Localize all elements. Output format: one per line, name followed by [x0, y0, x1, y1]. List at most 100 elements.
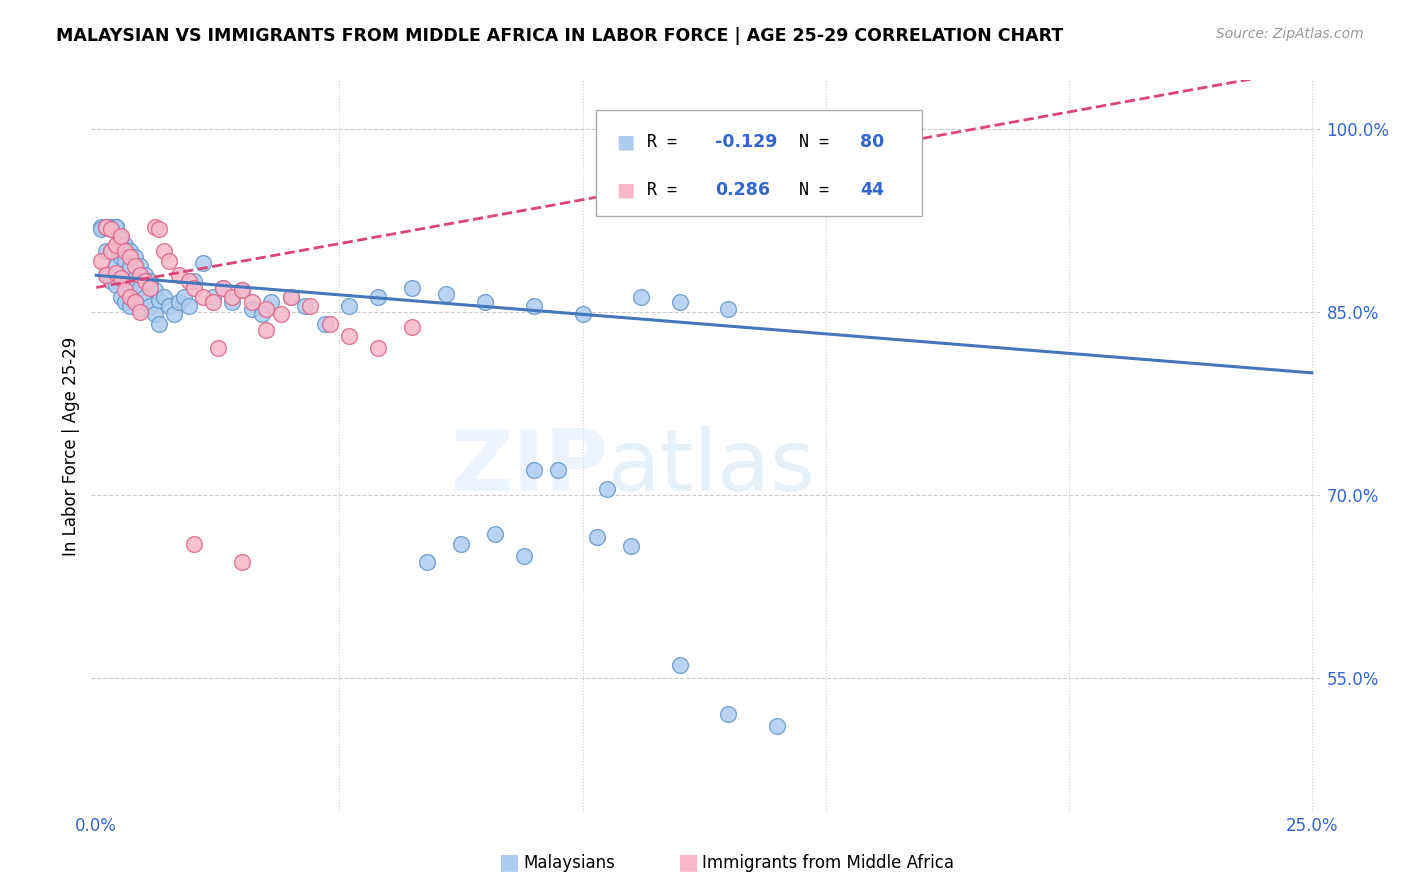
Point: [314, 317, 336, 331]
Point: [367, 342, 389, 356]
Point: [104, 278, 127, 293]
Text: N =: N =: [799, 134, 839, 152]
Point: [139, 275, 162, 289]
Point: [104, 266, 127, 280]
Point: [163, 307, 186, 321]
Point: [129, 302, 152, 317]
Text: N =: N =: [799, 181, 839, 199]
Point: [114, 275, 136, 289]
Point: [260, 295, 283, 310]
Point: [100, 275, 122, 289]
Point: [104, 238, 127, 252]
Point: [124, 259, 146, 273]
Point: [104, 259, 127, 273]
Point: [94, 219, 117, 234]
Point: [110, 232, 132, 246]
Point: [231, 283, 253, 297]
Point: [110, 270, 132, 285]
Point: [124, 270, 146, 285]
Text: 80: 80: [860, 134, 884, 152]
Point: [571, 307, 593, 321]
Point: [153, 244, 176, 258]
Point: [114, 295, 136, 310]
Point: [337, 329, 360, 343]
Text: ■: ■: [617, 133, 636, 152]
Point: [221, 290, 243, 304]
Point: [270, 307, 292, 321]
Point: [474, 295, 496, 310]
Point: [630, 290, 652, 304]
Point: [94, 244, 117, 258]
Point: [129, 280, 152, 294]
Point: [177, 275, 200, 289]
Point: [484, 526, 506, 541]
Point: [211, 280, 233, 294]
Point: [280, 290, 302, 304]
Point: [207, 342, 229, 356]
Point: [183, 536, 205, 550]
Point: [120, 290, 142, 304]
Point: [114, 283, 136, 297]
Text: Source: ZipAtlas.com: Source: ZipAtlas.com: [1216, 27, 1364, 41]
Point: [211, 280, 233, 294]
Point: [416, 555, 439, 569]
Point: [104, 219, 127, 234]
Point: [134, 275, 156, 289]
Point: [94, 219, 117, 234]
Point: [110, 270, 132, 285]
Point: [250, 307, 273, 321]
Point: [114, 244, 136, 258]
Point: [148, 293, 170, 307]
Point: [114, 253, 136, 268]
Point: [668, 295, 690, 310]
Text: R =: R =: [647, 181, 688, 199]
Point: [201, 290, 224, 304]
Point: [139, 280, 162, 294]
Point: [193, 290, 215, 304]
Point: [173, 290, 195, 304]
Point: [90, 253, 112, 268]
Point: [167, 268, 190, 283]
Point: [193, 256, 215, 270]
Point: [231, 283, 253, 297]
Point: [143, 307, 166, 321]
Point: [100, 219, 122, 234]
Text: 0.286: 0.286: [716, 181, 770, 199]
Point: [256, 302, 278, 317]
Point: [129, 268, 152, 283]
Point: [240, 295, 263, 310]
Point: [240, 302, 263, 317]
Point: [94, 268, 117, 283]
Point: [167, 295, 190, 310]
Point: [401, 280, 423, 294]
Point: [100, 222, 122, 236]
Text: atlas: atlas: [607, 426, 815, 509]
Point: [183, 280, 205, 294]
Point: [766, 719, 789, 733]
Point: [120, 299, 142, 313]
Point: [280, 290, 302, 304]
Point: [124, 250, 146, 264]
Point: [231, 555, 253, 569]
Point: [100, 244, 122, 258]
Text: R =: R =: [647, 134, 688, 152]
Point: [201, 295, 224, 310]
Point: [148, 317, 170, 331]
Point: [120, 259, 142, 273]
Point: [148, 222, 170, 236]
Point: [299, 299, 322, 313]
Point: [450, 536, 472, 550]
Point: [124, 295, 146, 310]
Text: -0.129: -0.129: [716, 134, 778, 152]
Point: [143, 283, 166, 297]
Point: [586, 531, 609, 545]
Point: [620, 539, 643, 553]
FancyBboxPatch shape: [596, 110, 922, 216]
Point: [100, 244, 122, 258]
Point: [513, 549, 536, 563]
Point: [110, 229, 132, 244]
Point: [94, 268, 117, 283]
Point: [90, 219, 112, 234]
Point: [717, 707, 740, 722]
Point: [104, 219, 127, 234]
